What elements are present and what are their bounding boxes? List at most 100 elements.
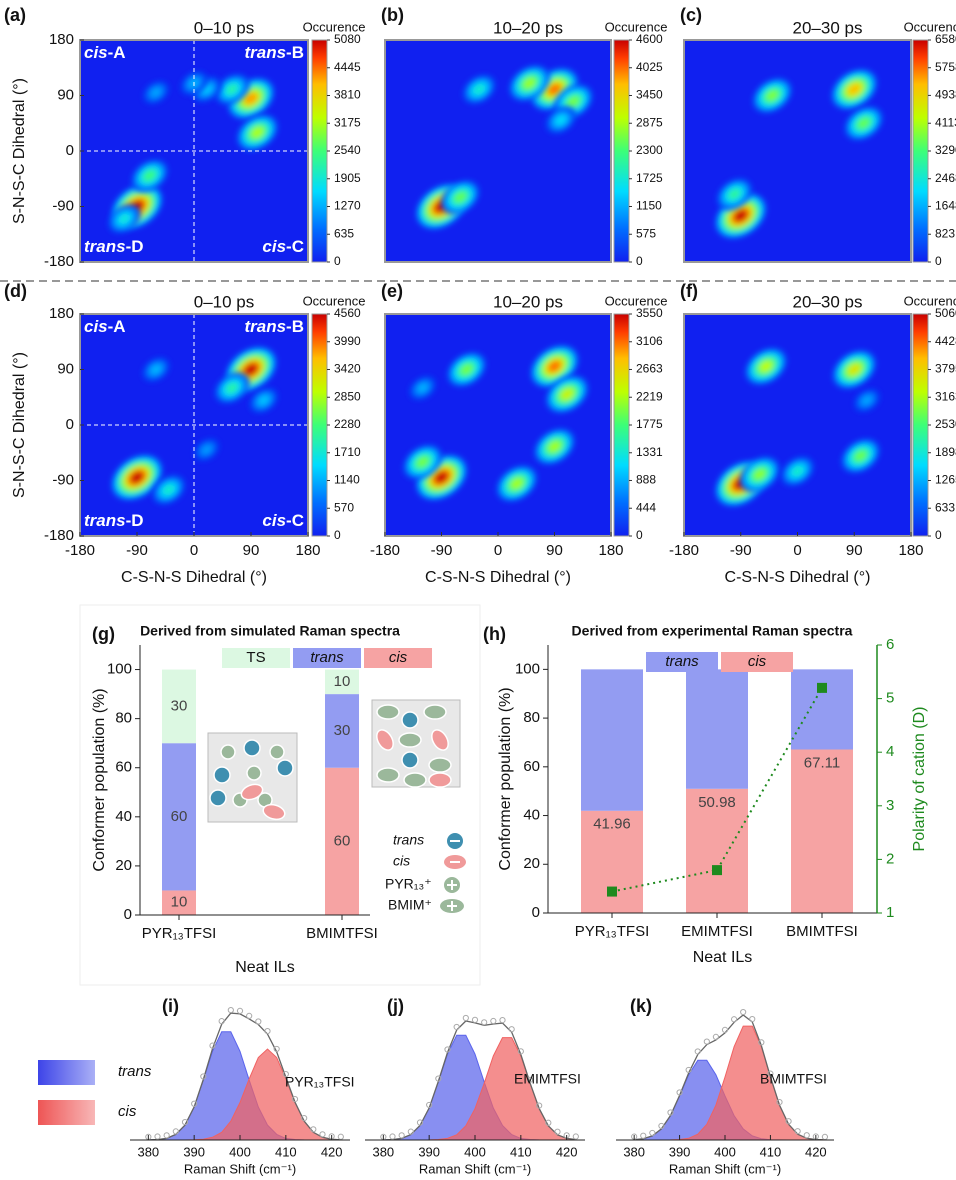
x-tick-label: 90 — [243, 542, 260, 559]
data-point — [319, 1131, 326, 1138]
y2-tick-label: 6 — [886, 636, 894, 653]
panel-label: (a) — [4, 5, 26, 25]
colorbar-tick-label: 1648 — [935, 199, 956, 213]
colorbar-tick-label: 570 — [334, 500, 354, 514]
legend-label: cis — [389, 649, 408, 666]
hotspot — [739, 456, 780, 493]
hotspot — [108, 204, 141, 234]
hotspot — [441, 180, 480, 215]
x-tick-label: 180 — [598, 542, 623, 559]
heatmap-background — [385, 314, 611, 536]
quadrant-label: cis-A — [84, 43, 126, 62]
bar-segment — [581, 669, 643, 811]
colorbar-tick-label: 6580 — [935, 32, 956, 46]
point — [712, 865, 722, 876]
plot-frame — [683, 39, 912, 263]
panel-label: (g) — [92, 624, 115, 644]
x-tick-label: 380 — [623, 1144, 645, 1159]
hotspot — [509, 65, 550, 102]
hotspot-level — [119, 214, 130, 224]
data-point — [471, 1016, 479, 1023]
x-tick-label: 420 — [321, 1144, 343, 1159]
colorbar — [613, 313, 630, 537]
y2-tick-label: 1 — [886, 904, 894, 921]
colorbar-tick-label: 0 — [935, 254, 942, 268]
heatmap-field — [403, 345, 589, 502]
y-tick-label: 80 — [523, 709, 540, 726]
data-point — [163, 1132, 170, 1139]
hotspot-level — [227, 84, 237, 94]
data-point — [209, 1042, 216, 1049]
data-point — [640, 1132, 647, 1139]
bar-segment — [162, 743, 196, 891]
colorbar-tick-label: 3450 — [636, 88, 663, 102]
x-tick-label: 410 — [760, 1144, 782, 1159]
legend-swatch — [293, 648, 361, 668]
panel-label: (c) — [680, 5, 702, 25]
hotspot-level — [760, 361, 772, 372]
x-tick-label: 420 — [556, 1144, 578, 1159]
colorbar-tick-label: 4938 — [935, 88, 956, 102]
x-tick-label: -90 — [126, 542, 148, 559]
colorbar-tick-label: 1905 — [334, 171, 361, 185]
data-point — [255, 1018, 262, 1025]
data-point — [517, 1048, 524, 1055]
quadrant-label: cis-C — [262, 237, 304, 256]
legend-label: trans — [665, 653, 699, 670]
panel-label: (h) — [483, 624, 506, 644]
inset-label: BMIM⁺ — [388, 897, 432, 913]
data-point — [649, 1129, 656, 1137]
colorbar-tick-label: 823 — [935, 226, 955, 240]
data-point — [526, 1076, 534, 1083]
x-tick-label: 420 — [805, 1144, 827, 1159]
colorbar-tick-label: 4113 — [935, 115, 956, 129]
bar-segment — [325, 694, 359, 768]
colorbar-tick-label: 5758 — [935, 60, 956, 74]
colorbar-tick-label: 2663 — [636, 362, 663, 376]
data-point — [218, 1018, 225, 1025]
panel-title: 20–30 ps — [793, 18, 863, 37]
y-axis-label: S-N-S-C Dihedral (°) — [11, 352, 28, 498]
panel-label: (i) — [162, 996, 179, 1016]
x-axis-label: C-S-N-S Dihedral (°) — [121, 569, 267, 586]
legend-swatch — [38, 1060, 95, 1085]
colorbar-title: Occurence — [303, 19, 366, 34]
colorbar-tick-label: 1898 — [935, 445, 956, 459]
value-label: 10 — [171, 894, 188, 911]
bar-segment — [686, 788, 748, 913]
y-tick-label: -90 — [52, 471, 74, 488]
x-tick-label: -90 — [730, 542, 752, 559]
data-point — [776, 1099, 783, 1106]
panel-title: 20–30 ps — [793, 292, 863, 311]
data-point — [416, 1119, 424, 1126]
colorbar-tick-label: 3810 — [334, 88, 361, 102]
colorbar-tick-label: 5060 — [935, 306, 956, 320]
data-point — [572, 1133, 579, 1140]
data-point — [712, 1033, 720, 1041]
data-point — [407, 1128, 414, 1135]
colorbar-tick-label: 0 — [334, 528, 341, 542]
chart-title: Derived from simulated Raman spectra — [140, 623, 400, 639]
colorbar-tick-label: 3420 — [334, 362, 361, 376]
colorbar — [613, 39, 630, 263]
hotspot — [151, 474, 186, 505]
y-tick-label: 0 — [66, 416, 74, 433]
y-tick-label: 180 — [49, 305, 74, 322]
trend-line — [611, 687, 823, 893]
colorbar-title: Occurence — [605, 19, 668, 34]
data-point — [453, 1023, 460, 1031]
x-tick-label: -180 — [669, 542, 699, 559]
hotspot — [111, 454, 163, 501]
bar-segment — [325, 767, 359, 915]
colorbar-tick-label: 0 — [636, 528, 643, 542]
bar-segment — [162, 669, 196, 744]
data-point — [658, 1122, 665, 1130]
hotspot — [832, 350, 877, 389]
colorbar-tick-label: 1270 — [334, 199, 361, 213]
data-point — [481, 1019, 488, 1026]
heatmap-field — [415, 65, 593, 230]
x-tick-label: 400 — [464, 1144, 486, 1159]
data-point — [389, 1133, 396, 1140]
data-point — [667, 1109, 674, 1116]
